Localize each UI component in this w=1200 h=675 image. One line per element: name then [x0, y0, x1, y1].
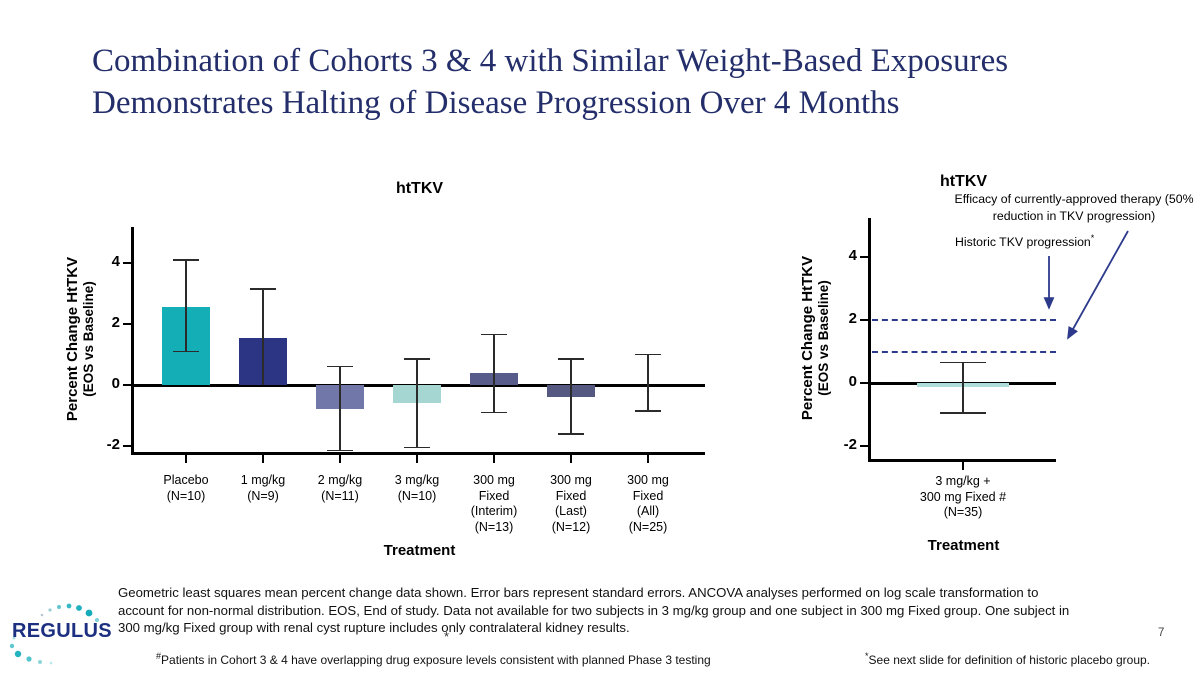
category-label: 1 mg/kg (N=9)	[240, 473, 286, 503]
y-axis-title-line2: (EOS vs Baseline)	[816, 280, 831, 396]
footnote-star-symbol: *	[865, 651, 869, 661]
y-axis-title: Percent Change HtTKV (EOS vs Baseline)	[799, 188, 831, 488]
x-axis-line	[868, 459, 1056, 462]
footnote-hash-text: Patients in Cohort 3 & 4 have overlappin…	[161, 653, 711, 667]
error-bar-line	[339, 366, 341, 451]
y-tick	[123, 444, 131, 448]
footnote-star-text: See next slide for definition of histori…	[868, 653, 1151, 667]
category-label: 2 mg/kg (N=11)	[317, 473, 363, 503]
chart-title: htTKV	[939, 173, 988, 190]
y-tick-label: 4	[111, 253, 120, 270]
y-tick-label: 0	[111, 375, 120, 392]
category-label: 300 mg Fixed (Interim) (N=13)	[470, 473, 518, 534]
y-axis-title-line1: Percent Change HtTKV	[64, 256, 81, 422]
y-tick	[123, 322, 131, 326]
x-tick	[415, 455, 419, 463]
error-bar-cap-top	[173, 259, 199, 261]
error-bar-line	[416, 359, 418, 448]
x-tick	[338, 455, 342, 463]
x-tick	[184, 455, 188, 463]
chart-title: htTKV	[395, 180, 444, 197]
y-axis-title-line2: (EOS vs Baseline)	[81, 281, 96, 397]
category-label: 3 mg/kg + 300 mg Fixed # (N=35)	[919, 474, 1007, 519]
x-axis-title: Treatment	[383, 542, 456, 559]
y-tick-label: -2	[843, 436, 857, 453]
regulus-logo-dots-icon	[9, 603, 99, 665]
page-number: 7	[1158, 627, 1165, 639]
error-bar-line	[493, 334, 495, 413]
error-bar-cap-bottom	[940, 412, 986, 414]
x-tick	[261, 455, 265, 463]
annotation-historic: Historic TKV progression*	[955, 233, 1094, 249]
error-bar-cap-top	[481, 333, 507, 336]
y-tick	[860, 381, 868, 385]
error-bar-cap-top	[558, 358, 584, 360]
slide-title-line2: Demonstrates Halting of Disease Progress…	[92, 85, 900, 121]
x-tick	[569, 455, 573, 463]
error-bar-cap-bottom	[635, 410, 661, 412]
reference-dashed-line	[872, 350, 1056, 353]
category-label: Placebo (N=10)	[163, 473, 209, 503]
y-tick	[860, 255, 868, 259]
y-tick-label: 4	[848, 247, 857, 264]
slide-title-line1: Combination of Cohorts 3 & 4 with Simila…	[92, 43, 1009, 79]
error-bar-line	[647, 354, 649, 411]
reference-dashed-line	[872, 319, 1056, 321]
error-bar-cap-top	[250, 288, 276, 290]
footnote-star: *See next slide for definition of histor…	[865, 651, 1150, 667]
annotation-historic-text: Historic TKV progression	[955, 235, 1091, 250]
footnote-hash: #Patients in Cohort 3 & 4 have overlappi…	[156, 651, 711, 667]
annotation-efficacy: Efficacy of currently-approved therapy (…	[954, 192, 1194, 223]
annotation-arrows	[1043, 230, 1129, 340]
error-bar-cap-bottom	[558, 433, 584, 435]
y-tick-label: 2	[848, 310, 857, 327]
category-label: 3 mg/kg (N=10)	[394, 473, 440, 503]
x-tick	[646, 455, 650, 463]
x-tick	[492, 455, 496, 463]
error-bar-line	[962, 362, 964, 413]
error-bar-cap-bottom	[481, 411, 507, 414]
category-label: 300 mg Fixed (All) (N=25)	[627, 473, 669, 534]
error-bar-cap-top	[404, 358, 430, 360]
error-bar-line	[570, 359, 572, 434]
y-tick	[123, 261, 131, 265]
y-tick	[860, 318, 868, 322]
footnote-hash-symbol: #	[156, 651, 162, 661]
category-label: 300 mg Fixed (Last) (N=12)	[550, 473, 592, 534]
slide-title: Combination of Cohorts 3 & 4 with Simila…	[92, 40, 1172, 124]
error-bar-line	[185, 259, 187, 352]
y-axis-title: Percent Change HtTKV (EOS vs Baseline)	[64, 189, 96, 489]
error-bar-cap-top	[635, 353, 661, 356]
stray-asterisk: *	[444, 629, 450, 644]
error-bar-cap-bottom	[404, 446, 430, 449]
error-bar-cap-top	[940, 361, 986, 364]
error-bar-line	[262, 288, 264, 385]
footer-note: Geometric least squares mean percent cha…	[118, 585, 1070, 635]
x-tick	[961, 462, 965, 470]
y-tick	[123, 383, 131, 387]
annotation-historic-asterisk: *	[1090, 233, 1095, 243]
efficacy-arrow	[1067, 230, 1129, 340]
y-tick-label: 2	[111, 314, 120, 331]
y-axis-title-line1: Percent Change HtTKV	[799, 255, 816, 421]
y-tick-label: 0	[848, 373, 857, 390]
y-axis-line	[131, 227, 134, 455]
error-bar-cap-top	[327, 365, 353, 368]
regulus-logo: REGULUS	[12, 620, 112, 642]
y-tick-label: -2	[106, 436, 120, 453]
error-bar-cap-bottom	[173, 350, 199, 353]
y-axis-line	[868, 218, 871, 462]
error-bar-cap-bottom	[327, 449, 353, 452]
x-axis-line	[131, 452, 705, 455]
x-axis-title: Treatment	[927, 537, 1000, 554]
y-tick	[860, 444, 868, 448]
